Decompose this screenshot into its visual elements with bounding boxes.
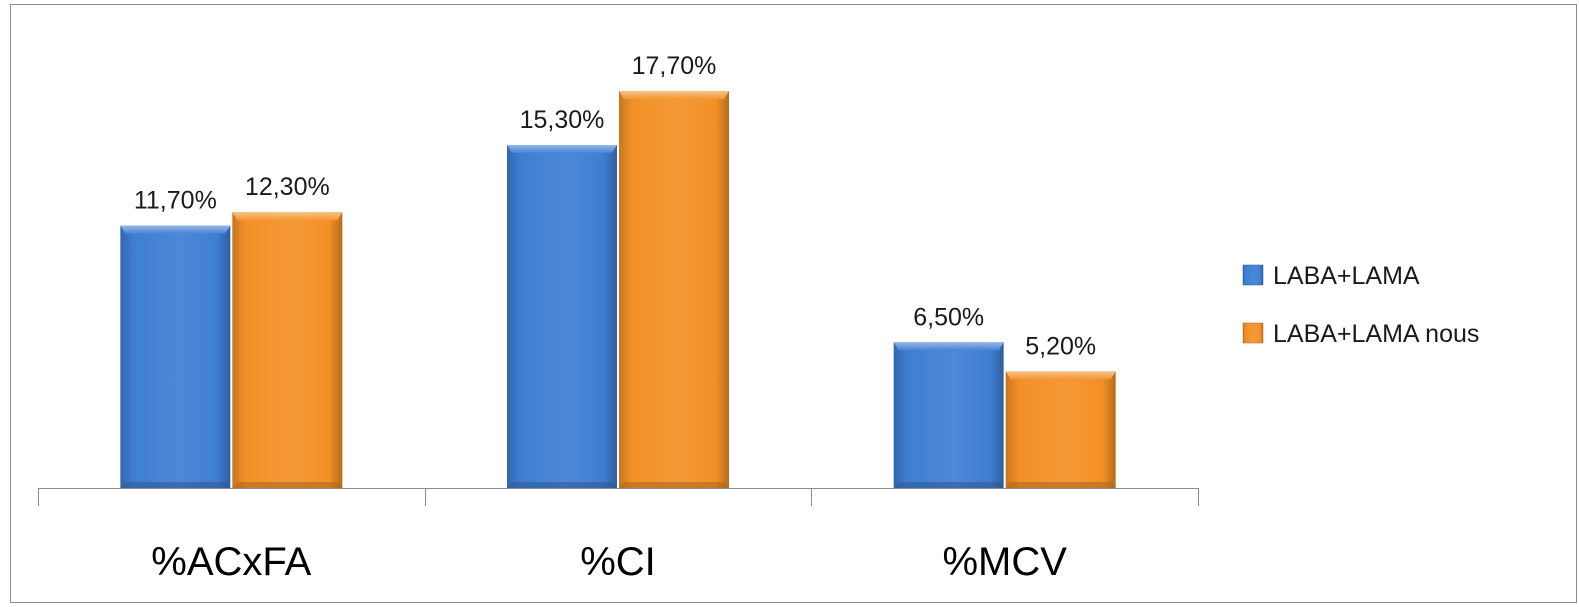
bar — [1005, 371, 1116, 488]
bar — [619, 91, 729, 488]
legend: LABA+LAMA LABA+LAMA nous — [1242, 262, 1479, 348]
bar-bevel-top — [120, 225, 231, 234]
data-label: 15,30% — [520, 106, 605, 134]
legend-label: LABA+LAMA — [1273, 262, 1420, 290]
bar-bevel-top — [893, 342, 1004, 351]
bar-bevel-bottom — [507, 482, 617, 488]
legend-item: LABA+LAMA — [1242, 262, 1420, 290]
x-tick-label: %CI — [580, 540, 656, 584]
bar-bevel-top — [507, 144, 617, 153]
bar — [507, 144, 617, 488]
bar-bevel-bottom — [619, 482, 729, 488]
data-labels: 11,70% 12,30% 15,30% 17,70% 6,50% 5,20% — [134, 52, 1096, 360]
bar-bevel-bottom — [120, 482, 231, 488]
bar-bevel-top — [1005, 371, 1116, 380]
bar-body — [120, 225, 231, 488]
bar-bevel-top — [232, 212, 343, 221]
data-label: 11,70% — [134, 187, 217, 215]
data-label: 12,30% — [245, 173, 330, 201]
data-label: 17,70% — [632, 52, 717, 80]
legend-swatch — [1242, 322, 1264, 344]
data-label: 5,20% — [1025, 332, 1096, 360]
bar — [232, 212, 343, 488]
legend-swatch — [1242, 264, 1264, 286]
bar-bevel-bottom — [893, 482, 1004, 488]
bars-layer — [120, 91, 1116, 488]
bar-bevel-top — [619, 91, 729, 100]
bar-body — [507, 144, 617, 488]
bar-bevel-bottom — [1005, 482, 1116, 488]
bar-body — [893, 342, 1004, 488]
legend-item: LABA+LAMA nous — [1242, 320, 1479, 348]
data-label: 6,50% — [913, 303, 984, 331]
bar — [893, 342, 1004, 488]
x-axis: %ACxFA %CI %MCV — [38, 488, 1199, 584]
x-tick-label: %ACxFA — [151, 540, 311, 584]
bar — [120, 225, 231, 488]
bar-bevel-bottom — [232, 482, 343, 488]
legend-label: LABA+LAMA nous — [1273, 320, 1479, 348]
bar-body — [619, 91, 729, 488]
bar-body — [232, 212, 343, 488]
x-tick-label: %MCV — [942, 540, 1067, 584]
bar-body — [1005, 371, 1116, 488]
